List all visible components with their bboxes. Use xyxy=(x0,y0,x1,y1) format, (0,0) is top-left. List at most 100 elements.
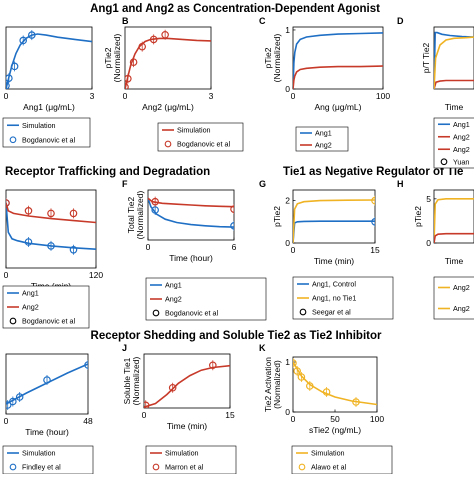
x-tick-label: 120 xyxy=(89,270,103,280)
legend: Ang1, Control Ang1, no Tie1 Seegar et al xyxy=(292,276,394,320)
data-point xyxy=(125,83,129,89)
y-axis-label-line: (Normalized) xyxy=(272,34,282,83)
x-axis-label: Time (hour) xyxy=(25,427,69,437)
x-tick-label: 0 xyxy=(142,410,147,420)
legend-box xyxy=(145,277,267,321)
data-point xyxy=(168,383,177,392)
legend: Simulation Bogdanovic et al xyxy=(2,117,91,148)
legend-swatch-marker xyxy=(152,463,160,471)
legend: Simulation Alawo et al xyxy=(291,445,393,475)
panel-letter: F xyxy=(122,179,128,189)
legend-label: Alawo et al xyxy=(311,463,347,472)
series-line xyxy=(293,361,377,406)
x-tick-label: 0 xyxy=(4,270,9,280)
data-point xyxy=(69,209,78,218)
plot-frame xyxy=(292,356,378,413)
x-axis-label: sTie2 (ng/mL) xyxy=(309,425,361,435)
series-line xyxy=(293,65,383,89)
y-axis-label: pTie2 xyxy=(413,206,423,227)
data-layer xyxy=(6,198,96,255)
chart-panel: F 0 6 Time (hour) Total Tie2(Normalized) Ang1… xyxy=(122,179,267,321)
data-point xyxy=(230,222,234,230)
y-axis-label: Soluble Tie1(Normalized) xyxy=(122,357,141,406)
legend-label: Simulation xyxy=(311,449,345,458)
series-line xyxy=(434,232,474,243)
data-point xyxy=(47,209,55,218)
chart-panel: K 0 50 100 0 1 sTie2 (ng/mL) Tie2 Activation(No… xyxy=(259,343,393,475)
legend-swatch-marker xyxy=(9,136,17,144)
series-line xyxy=(6,202,96,250)
section-title-agonist: Ang1 and Ang2 as Concentration-Dependent… xyxy=(90,3,380,15)
x-tick-label: 0 xyxy=(146,242,151,252)
data-point xyxy=(305,382,314,390)
x-axis-label: Ang (μg/mL) xyxy=(315,102,362,112)
data-point xyxy=(6,74,13,83)
y-tick-label: 2 xyxy=(285,196,290,206)
y-tick-label: 0 xyxy=(426,238,431,248)
y-axis-label-line: (Normalized) xyxy=(135,191,145,240)
legend-swatch-marker xyxy=(298,463,306,471)
panel-letter: G xyxy=(259,179,266,189)
y-axis-label-line: (Normalized) xyxy=(272,360,282,409)
series-line xyxy=(144,364,230,408)
data-point xyxy=(6,401,12,409)
series-line xyxy=(434,79,474,89)
legend-label: Bogdanovic et al xyxy=(177,140,231,149)
x-axis-label: Time (min) xyxy=(167,421,207,431)
series-line xyxy=(6,33,92,89)
legend-label: Ang1, no Tie1 xyxy=(312,294,356,303)
data-layer xyxy=(6,30,92,89)
legend-box xyxy=(145,445,237,475)
legend-label: Ang1 xyxy=(22,289,39,298)
legend-label: Marron et al xyxy=(165,463,204,472)
series-line xyxy=(434,31,474,89)
data-point xyxy=(43,376,51,384)
data-point xyxy=(230,205,234,213)
panel-letter: J xyxy=(122,343,127,353)
series-line xyxy=(434,198,474,243)
y-axis-label: pTie2(Normalized) xyxy=(103,34,122,83)
y-axis-label: Total Tie2(Normalized) xyxy=(126,191,145,240)
legend-box xyxy=(2,445,94,475)
panel-letter: K xyxy=(259,343,266,353)
x-axis-label: Time xyxy=(445,102,464,112)
chart-panel: D Time p/T Tie2 Ang1 Ang2 Ang2 Yuan xyxy=(397,16,474,169)
legend-label: Bogdanovic et al xyxy=(22,317,76,326)
plot-frame xyxy=(124,26,212,90)
data-point xyxy=(371,218,375,226)
y-tick-label: 1 xyxy=(285,25,290,35)
legend-label: Simulation xyxy=(177,126,211,135)
x-axis-label: Time (min) xyxy=(314,256,354,266)
legend-swatch-marker xyxy=(164,140,172,148)
y-tick-label: 1 xyxy=(285,357,290,367)
legend-box xyxy=(433,117,474,169)
data-point xyxy=(6,81,10,89)
data-layer xyxy=(144,360,230,408)
series-line xyxy=(293,32,383,89)
plot-frame xyxy=(147,189,235,241)
legend-label: Ang2 xyxy=(165,295,182,304)
data-point xyxy=(209,361,217,370)
legend: Ang1 Ang2 Ang2 Yuan xyxy=(433,117,474,169)
y-axis-label: Tie2 Activation(Normalized) xyxy=(263,357,282,412)
x-tick-label: 0 xyxy=(4,416,9,426)
x-tick-label: 6 xyxy=(232,242,237,252)
x-tick-label: 100 xyxy=(376,91,390,101)
legend-label: Findley et al xyxy=(22,463,61,472)
y-tick-label: 0 xyxy=(285,84,290,94)
data-point xyxy=(149,35,158,44)
data-point xyxy=(27,31,36,39)
y-tick-label: 0 xyxy=(285,238,290,248)
y-axis-label: pTie2 xyxy=(272,206,282,227)
legend-label: Ang2 xyxy=(453,145,470,154)
x-axis-label: Time (hour) xyxy=(169,253,213,263)
series-line xyxy=(293,199,375,243)
data-layer xyxy=(293,358,377,407)
series-line xyxy=(125,37,211,89)
legend-swatch-marker xyxy=(440,158,448,166)
legend-box xyxy=(295,126,349,152)
x-tick-label: 0 xyxy=(291,245,296,255)
plot-frame xyxy=(433,189,474,244)
legend-label: Bogdanovic et al xyxy=(22,135,76,144)
